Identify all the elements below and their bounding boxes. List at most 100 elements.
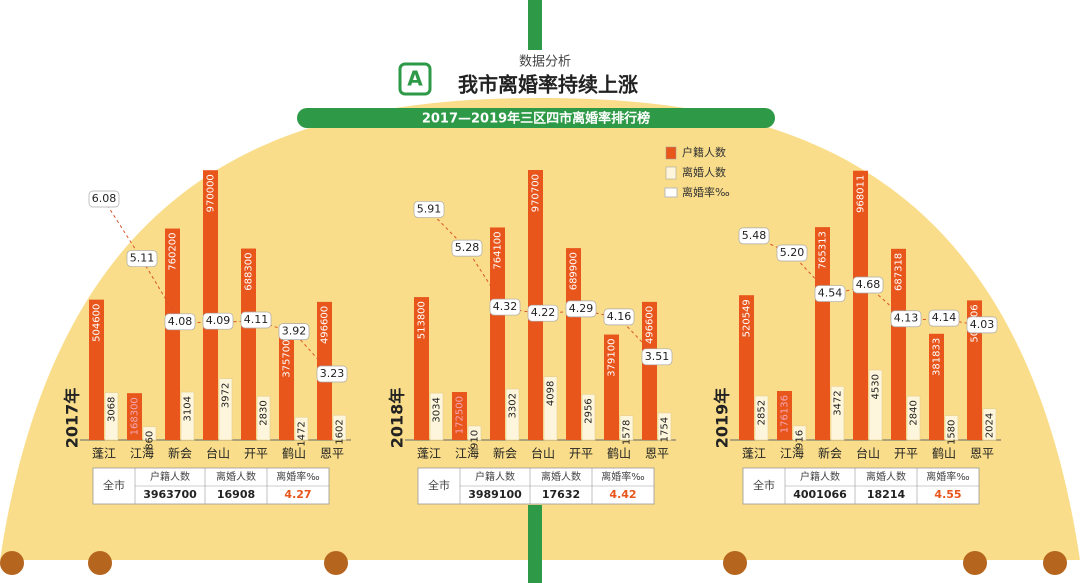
rate-callout [852, 276, 884, 294]
rate-label: 3.92 [282, 325, 307, 338]
pole-bottom [528, 505, 542, 583]
table-cell: 4.55 [934, 488, 961, 501]
rate-label: 4.68 [856, 278, 881, 291]
rate-label: 3.51 [645, 350, 670, 363]
divorce-label: 860 [145, 431, 156, 450]
banner-bg [297, 108, 775, 128]
rate-label: 3.23 [320, 367, 345, 380]
population-bar [203, 170, 218, 440]
divorce-bar [581, 394, 596, 441]
table-header: 离婚率‰ [926, 470, 969, 483]
population-bar [739, 295, 754, 440]
divorce-label: 2956 [584, 398, 595, 423]
x-tick-label: 江海 [130, 446, 154, 461]
legend-label: 离婚率‰ [682, 185, 730, 199]
divorce-bar [619, 415, 634, 441]
divorce-label: 2024 [985, 413, 996, 438]
population-bar [604, 334, 619, 440]
population-bar [89, 299, 104, 440]
population-bar [414, 297, 429, 440]
table-header: 离婚人数 [866, 470, 906, 483]
population-label: 513800 [417, 301, 428, 339]
rate-label: 4.09 [206, 314, 231, 327]
table-row-label: 全市 [103, 478, 125, 492]
table-cell: 4.27 [284, 488, 311, 501]
population-label: 379100 [607, 339, 618, 377]
population-label: 765313 [818, 231, 829, 269]
divorce-label: 2840 [909, 400, 920, 425]
rate-callout [738, 227, 770, 245]
x-tick-label: 台山 [206, 446, 230, 461]
population-label: 970000 [206, 174, 217, 212]
population-label: 687318 [894, 253, 905, 291]
rate-label: 4.03 [970, 318, 995, 331]
kicker: 数据分析 [519, 55, 571, 70]
divorce-label: 910 [470, 430, 481, 449]
rate-label: 4.29 [569, 302, 594, 315]
divorce-bar [104, 392, 119, 441]
divorce-bar [657, 412, 672, 441]
rate-callout [164, 313, 196, 331]
divorce-bar [429, 392, 444, 441]
rate-callout [126, 250, 158, 267]
legend-label: 户籍人数 [682, 145, 726, 159]
legend-swatch [665, 166, 677, 180]
x-tick-label: 恩平 [320, 447, 344, 461]
rate-callout [202, 312, 234, 330]
divorce-label: 1580 [947, 420, 958, 445]
divorce-label: 2852 [757, 400, 768, 425]
population-label: 689900 [569, 252, 580, 290]
divorce-bar [218, 378, 233, 441]
rate-callout [928, 309, 960, 327]
divorce-bar [505, 388, 520, 441]
divorce-label: 3972 [221, 383, 232, 408]
rate-label: 4.14 [932, 311, 957, 324]
divorce-label: 1472 [297, 421, 308, 446]
rate-label: 5.28 [455, 241, 480, 254]
population-label: 968011 [856, 175, 867, 213]
table-header: 离婚率‰ [601, 470, 644, 483]
divorce-bar [543, 376, 558, 441]
table-header: 户籍人数 [800, 470, 840, 483]
rate-callout [776, 244, 808, 262]
legend-swatch [665, 146, 677, 160]
population-label: 496600 [645, 306, 656, 344]
population-label: 504600 [92, 304, 103, 342]
population-label: 168300 [130, 397, 141, 435]
x-tick-label: 开平 [244, 447, 268, 461]
table-cell: 3963700 [143, 488, 197, 501]
x-tick-label: 新会 [818, 446, 842, 461]
table-header: 离婚人数 [216, 470, 256, 483]
population-bar [241, 248, 256, 440]
x-tick-label: 鹤山 [932, 446, 956, 461]
table-cell: 3989100 [468, 488, 522, 501]
rate-label: 5.20 [780, 246, 805, 259]
divorce-label: 3302 [508, 393, 519, 418]
rate-callout [316, 365, 348, 383]
table-row-label: 全市 [753, 478, 775, 492]
x-tick-label: 鹤山 [607, 446, 631, 461]
divorce-bar [142, 426, 157, 441]
population-bar [967, 300, 982, 440]
population-bar [279, 335, 294, 440]
population-label: 970700 [531, 174, 542, 212]
x-tick-label: 蓬江 [417, 447, 441, 461]
population-label: 496600 [320, 306, 331, 344]
population-bar [127, 393, 142, 440]
population-label: 520549 [742, 299, 753, 337]
table-header: 离婚率‰ [276, 470, 319, 483]
divorce-label: 1602 [335, 419, 346, 444]
table-cell: 16908 [217, 488, 255, 501]
rate-callout [641, 348, 673, 366]
population-bar [815, 227, 830, 440]
rate-label: 4.16 [607, 310, 632, 323]
divorce-label: 2830 [259, 400, 270, 425]
divorce-label: 3104 [183, 396, 194, 421]
divorce-bar [830, 386, 845, 441]
population-bar [566, 248, 581, 440]
umbrella-tips [0, 551, 1067, 575]
x-tick-label: 恩平 [970, 447, 994, 461]
divorce-bar [256, 395, 271, 441]
divorce-bar [982, 408, 997, 441]
pole-top [528, 0, 542, 50]
